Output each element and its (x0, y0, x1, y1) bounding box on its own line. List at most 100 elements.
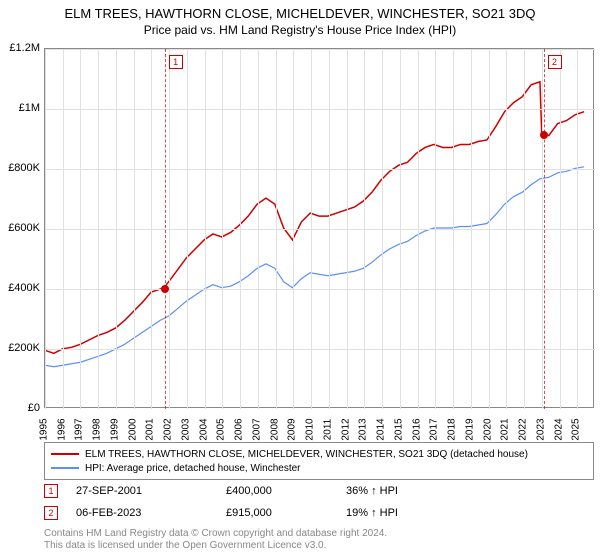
xtick-label: 2021 (500, 418, 511, 440)
transaction-diff: 19% ↑ HPI (346, 507, 466, 519)
gridline-v (240, 49, 241, 409)
ytick-label: £800K (8, 162, 40, 174)
xtick-label: 2008 (269, 418, 280, 440)
transaction-row: 127-SEP-2001£400,00036% ↑ HPI (44, 480, 594, 502)
xtick-label: 2004 (198, 418, 209, 440)
xtick-label: 2020 (482, 418, 493, 440)
xtick-label: 1995 (39, 418, 50, 440)
gridline-v (560, 49, 561, 409)
gridline-v (347, 49, 348, 409)
xtick-label: 2001 (145, 418, 156, 440)
xtick-label: 1998 (92, 418, 103, 440)
transaction-price: £400,000 (226, 485, 346, 497)
gridline-v (205, 49, 206, 409)
series-hpi (45, 167, 584, 367)
chart-subtitle: Price paid vs. HM Land Registry's House … (0, 21, 600, 37)
legend-swatch (51, 467, 79, 469)
gridline-v (435, 49, 436, 409)
xtick-label: 2000 (127, 418, 138, 440)
xtick-label: 2025 (571, 418, 582, 440)
gridline-h (45, 169, 595, 170)
gridline-v (311, 49, 312, 409)
gridline-h (45, 289, 595, 290)
xtick-label: 2002 (163, 418, 174, 440)
gridline-v (364, 49, 365, 409)
gridline-v (151, 49, 152, 409)
ytick-label: £600K (8, 222, 40, 234)
chart-plot-area: 12 (44, 48, 594, 408)
series-subject (45, 82, 584, 353)
gridline-v (471, 49, 472, 409)
gridline-v (577, 49, 578, 409)
xtick-label: 2017 (429, 418, 440, 440)
ytick-label: £400K (8, 282, 40, 294)
ytick-label: £1M (19, 102, 40, 114)
xtick-label: 2014 (376, 418, 387, 440)
gridline-h (45, 109, 595, 110)
ytick-label: £0 (28, 402, 40, 414)
gridline-v (293, 49, 294, 409)
chart-title: ELM TREES, HAWTHORN CLOSE, MICHELDEVER, … (0, 0, 600, 21)
gridline-v (524, 49, 525, 409)
transaction-table: 127-SEP-2001£400,00036% ↑ HPI206-FEB-202… (44, 480, 594, 524)
gridline-h (45, 349, 595, 350)
marker-dot (161, 285, 169, 293)
transaction-marker: 1 (44, 484, 58, 498)
xtick-label: 1996 (56, 418, 67, 440)
legend-item: HPI: Average price, detached house, Winc… (51, 461, 587, 475)
footer-text: Contains HM Land Registry data © Crown c… (44, 528, 387, 552)
chart-container: ELM TREES, HAWTHORN CLOSE, MICHELDEVER, … (0, 0, 600, 560)
legend-item: ELM TREES, HAWTHORN CLOSE, MICHELDEVER, … (51, 447, 587, 461)
marker-dot (540, 131, 548, 139)
gridline-v (418, 49, 419, 409)
gridline-h (45, 229, 595, 230)
gridline-v (382, 49, 383, 409)
transaction-row: 206-FEB-2023£915,00019% ↑ HPI (44, 502, 594, 524)
gridline-v (506, 49, 507, 409)
footer-line-2: This data is licensed under the Open Gov… (44, 540, 387, 552)
marker-box: 2 (548, 55, 562, 69)
gridline-v (45, 49, 46, 409)
xtick-label: 2009 (287, 418, 298, 440)
ytick-label: £1.2M (9, 42, 40, 54)
gridline-v (276, 49, 277, 409)
gridline-v (134, 49, 135, 409)
xtick-label: 1997 (74, 418, 85, 440)
legend-text: ELM TREES, HAWTHORN CLOSE, MICHELDEVER, … (85, 449, 528, 460)
gridline-v (187, 49, 188, 409)
gridline-v (400, 49, 401, 409)
xtick-label: 2019 (464, 418, 475, 440)
gridline-h (45, 49, 595, 50)
marker-vline (165, 49, 166, 409)
gridline-v (258, 49, 259, 409)
xtick-label: 1999 (109, 418, 120, 440)
xtick-label: 2022 (518, 418, 529, 440)
xtick-label: 2005 (216, 418, 227, 440)
xtick-label: 2016 (411, 418, 422, 440)
legend-text: HPI: Average price, detached house, Winc… (85, 463, 301, 474)
transaction-price: £915,000 (226, 507, 346, 519)
gridline-v (453, 49, 454, 409)
xtick-label: 2010 (305, 418, 316, 440)
xtick-label: 2018 (447, 418, 458, 440)
marker-vline (544, 49, 545, 409)
xtick-label: 2024 (553, 418, 564, 440)
xtick-label: 2007 (251, 418, 262, 440)
transaction-date: 27-SEP-2001 (76, 485, 226, 497)
xtick-label: 2015 (393, 418, 404, 440)
ytick-label: £200K (8, 342, 40, 354)
xtick-label: 2006 (234, 418, 245, 440)
footer-line-1: Contains HM Land Registry data © Crown c… (44, 528, 387, 540)
xtick-label: 2012 (340, 418, 351, 440)
gridline-v (63, 49, 64, 409)
transaction-marker: 2 (44, 506, 58, 520)
xtick-label: 2013 (358, 418, 369, 440)
xtick-label: 2023 (535, 418, 546, 440)
xtick-label: 2003 (180, 418, 191, 440)
gridline-v (329, 49, 330, 409)
gridline-v (489, 49, 490, 409)
marker-box: 1 (169, 55, 183, 69)
chart-svg (45, 49, 593, 407)
gridline-v (222, 49, 223, 409)
gridline-v (116, 49, 117, 409)
